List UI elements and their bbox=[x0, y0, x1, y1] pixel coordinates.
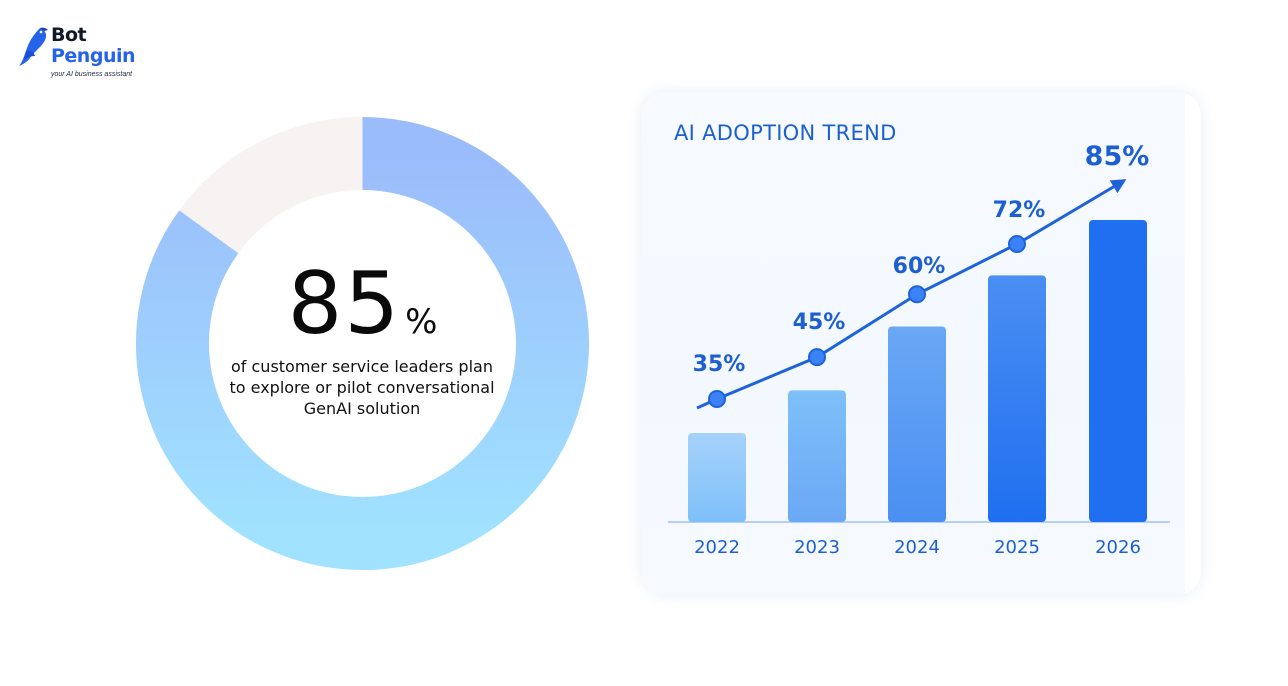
bar-2024 bbox=[888, 326, 946, 522]
data-label-2026: 85% bbox=[1085, 141, 1150, 172]
trend-point-2022 bbox=[708, 390, 726, 408]
brand-name-line1: Bot bbox=[51, 24, 87, 46]
donut-value-number: 85 bbox=[287, 254, 402, 354]
brand-tagline: your AI business assistant bbox=[51, 71, 133, 78]
donut-caption: of customer service leaders plan to expl… bbox=[229, 357, 495, 418]
donut-center: 85% of customer service leaders plan to … bbox=[135, 116, 590, 571]
x-tick-label: 2026 bbox=[1095, 537, 1141, 558]
card-edge bbox=[1185, 92, 1201, 595]
bar-2025 bbox=[988, 275, 1046, 522]
chart-title: AI ADOPTION TREND bbox=[674, 121, 897, 145]
x-tick-label: 2022 bbox=[694, 537, 740, 558]
brand-logo: Bot Penguin your AI business assistant bbox=[18, 24, 158, 84]
bar-2026 bbox=[1089, 220, 1147, 522]
bar-2022 bbox=[688, 433, 746, 522]
donut-remainder-segment bbox=[179, 117, 364, 255]
donut-value-unit: % bbox=[405, 302, 438, 342]
x-tick-label: 2025 bbox=[994, 537, 1040, 558]
trend-card: AI ADOPTION TREND 2022 2023 2024 2025 2026 35… bbox=[641, 92, 1201, 595]
bar-2023 bbox=[788, 390, 846, 522]
data-label-2024: 60% bbox=[893, 254, 946, 279]
data-label-2022: 35% bbox=[693, 352, 746, 377]
trend-point-2025 bbox=[1008, 235, 1026, 253]
brand-name-line2: Penguin bbox=[51, 45, 136, 67]
x-tick-label: 2023 bbox=[794, 537, 840, 558]
bar-chart: 2022 2023 2024 2025 2026 35% 45% 60% 72% 85% bbox=[668, 141, 1170, 558]
data-label-2025: 72% bbox=[993, 198, 1046, 223]
donut-chart: 85% of customer service leaders plan to … bbox=[135, 116, 590, 571]
trend-point-2023 bbox=[808, 348, 826, 367]
penguin-bird-icon bbox=[19, 27, 48, 66]
data-label-2023: 45% bbox=[793, 310, 846, 335]
x-tick-label: 2024 bbox=[894, 537, 940, 558]
donut-value: 85% bbox=[135, 256, 590, 352]
donut-filled-segment bbox=[136, 117, 589, 570]
donut-ring bbox=[136, 117, 589, 570]
trend-point-2024 bbox=[908, 285, 926, 304]
